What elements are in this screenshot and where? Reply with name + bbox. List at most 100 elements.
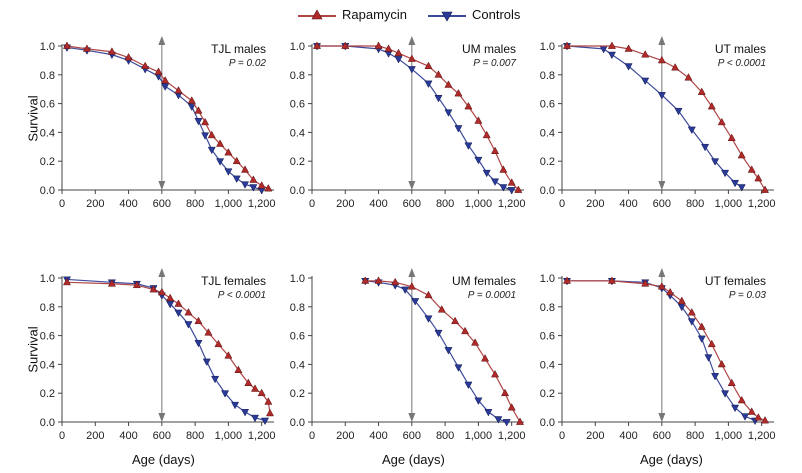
rapamycin-point	[481, 354, 490, 362]
controls-point	[454, 364, 463, 372]
rapamycin-point	[194, 316, 203, 325]
controls-point	[687, 126, 696, 135]
controls-point	[224, 168, 233, 176]
rapamycin-point	[166, 293, 175, 302]
x-tick-label: 200	[586, 198, 604, 210]
arrow-down-icon	[408, 413, 416, 422]
y-tick-label: 0.2	[40, 156, 55, 168]
controls-point	[731, 179, 740, 188]
controls-point	[701, 143, 710, 152]
controls-point	[674, 107, 683, 116]
controls-point	[249, 184, 258, 192]
panel-title: UM males	[462, 42, 516, 56]
rapamycin-point	[424, 290, 433, 299]
x-tick-label: 1,000	[215, 430, 243, 442]
controls-point	[491, 178, 500, 186]
rapamycin-point	[747, 165, 756, 173]
controls-point	[474, 156, 483, 165]
rapamycin-point	[265, 408, 275, 417]
arrow-up-icon	[658, 268, 666, 277]
rapamycin-point	[216, 139, 225, 147]
arrow-down-icon	[658, 181, 666, 190]
x-tick-label: 400	[119, 198, 137, 210]
x-axis-label-middle: Age (days)	[382, 452, 445, 467]
controls-point	[241, 409, 250, 417]
x-axis-label-left: Age (days)	[132, 452, 195, 467]
controls-point	[737, 184, 746, 192]
x-tick-label: 800	[686, 430, 704, 442]
y-tick-label: 0.2	[290, 156, 305, 168]
x-tick-label: 600	[653, 430, 671, 442]
controls-point	[607, 51, 616, 60]
arrow-up-icon	[158, 268, 166, 277]
controls-point	[502, 419, 511, 427]
rapamycin-point	[224, 148, 233, 156]
rapamycin-point	[737, 150, 746, 159]
arrow-down-icon	[158, 181, 166, 190]
controls-point	[704, 354, 713, 362]
y-tick-label: 0.8	[290, 302, 305, 314]
rapamycin-point	[444, 80, 453, 88]
x-tick-label: 800	[686, 198, 704, 210]
controls-point	[474, 397, 483, 405]
controls-point	[161, 83, 170, 91]
legend-controls-marker-svg	[441, 11, 453, 22]
controls-point	[482, 169, 491, 178]
controls-point	[721, 390, 730, 398]
arrow-down-icon	[158, 413, 166, 422]
x-tick-label: 600	[153, 430, 171, 442]
rapamycin-point	[187, 96, 196, 104]
rapamycin-point	[471, 338, 480, 346]
x-tick-label: 200	[86, 198, 104, 210]
y-tick-label: 0.4	[540, 359, 555, 371]
x-axis-label-right: Age (days)	[640, 452, 703, 467]
x-tick-label: 1,000	[465, 430, 493, 442]
rapamycin-point	[149, 284, 158, 293]
rapamycin-point	[361, 276, 370, 284]
y-tick-label: 0.4	[40, 359, 55, 371]
y-tick-label: 0.2	[40, 388, 55, 400]
rapamycin-point	[437, 305, 446, 313]
x-tick-label: 800	[436, 198, 454, 210]
rapamycin-point	[249, 175, 258, 183]
rapamycin-point	[201, 117, 210, 126]
y-tick-label: 0.6	[290, 331, 305, 343]
rapamycin-point	[424, 61, 433, 70]
controls-point	[401, 286, 410, 295]
controls-point	[711, 373, 720, 381]
controls-point	[174, 309, 183, 318]
controls-point	[494, 416, 503, 424]
controls-point	[201, 132, 210, 140]
y-tick-label: 0.6	[540, 99, 555, 111]
controls-point	[194, 118, 203, 126]
rapamycin-point	[491, 146, 500, 154]
y-tick-label: 0.8	[540, 302, 555, 314]
rapamycin-point	[132, 280, 141, 289]
controls-point	[221, 390, 230, 398]
p-value-label: P = 0.02	[229, 58, 267, 69]
panel-title: TJL females	[201, 274, 266, 288]
rapamycin-point	[194, 106, 203, 114]
arrow-down-icon	[408, 181, 416, 190]
rapamycin-point	[454, 88, 463, 97]
x-tick-label: 600	[403, 430, 421, 442]
y-tick-label: 0.2	[290, 388, 305, 400]
rapamycin-point	[312, 41, 322, 49]
controls-point	[721, 169, 730, 178]
controls-point	[216, 158, 225, 166]
controls-point	[166, 301, 175, 309]
y-tick-label: 0.6	[40, 99, 55, 111]
rapamycin-point	[207, 130, 216, 139]
x-tick-label: 1,200	[498, 198, 526, 210]
arrow-up-icon	[658, 36, 666, 45]
x-tick-label: 1,000	[715, 430, 743, 442]
y-tick-label: 0.8	[40, 302, 55, 314]
x-tick-label: 200	[86, 430, 104, 442]
legend-controls-label: Controls	[472, 7, 521, 22]
rapamycin-point	[257, 181, 266, 189]
rapamycin-point	[157, 287, 166, 296]
rapamycin-point	[727, 378, 736, 386]
rapamycin-point	[241, 165, 250, 173]
arrow-up-icon	[408, 268, 416, 277]
